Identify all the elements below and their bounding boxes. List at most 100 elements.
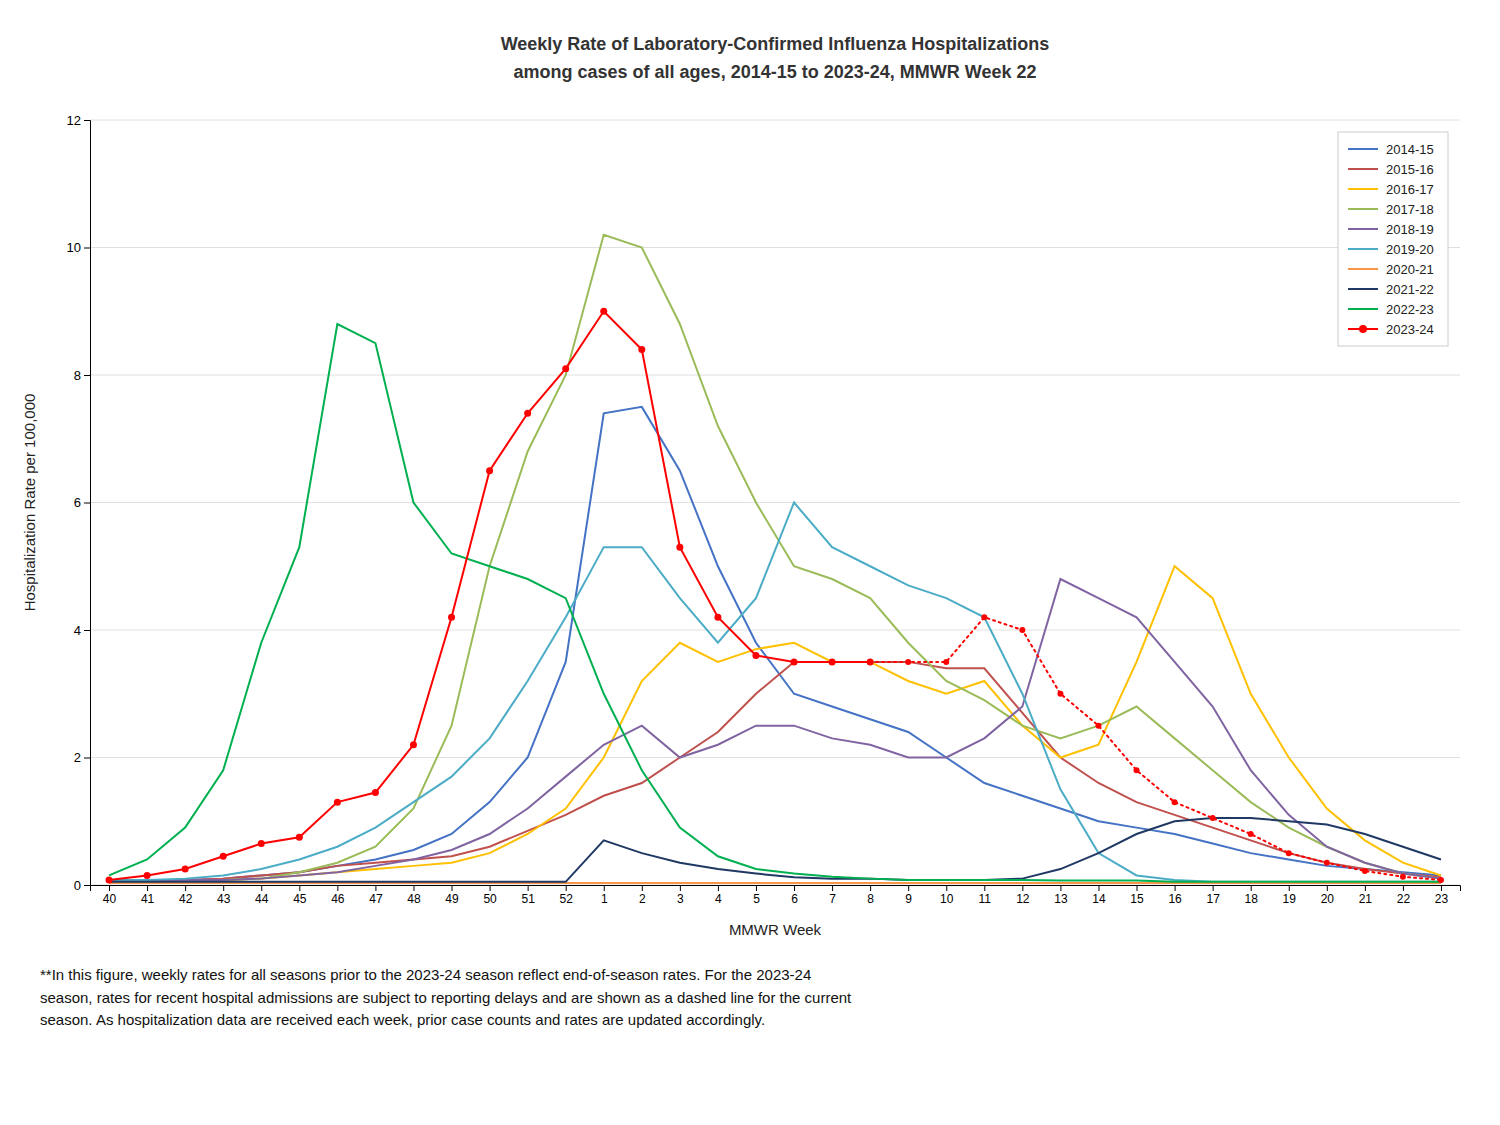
x-tick-mark — [566, 885, 567, 891]
legend-label: 2020-21 — [1386, 262, 1434, 277]
x-tick-label: 7 — [829, 892, 836, 906]
x-tick-mark — [642, 885, 643, 891]
legend-swatch — [1348, 228, 1378, 230]
series-group — [106, 235, 1444, 884]
y-tick: 8 — [74, 368, 90, 383]
x-tick: 11 — [979, 885, 992, 906]
y-tick-label: 8 — [74, 368, 81, 383]
marker — [1438, 877, 1444, 883]
x-tick-label: 1 — [601, 892, 608, 906]
x-tick: 18 — [1245, 885, 1259, 906]
x-tick-mark — [109, 885, 110, 891]
legend-item: 2016-17 — [1348, 182, 1434, 197]
x-tick-mark — [946, 885, 947, 891]
x-tick-mark — [528, 885, 529, 891]
marker — [638, 346, 645, 353]
x-tick-label: 8 — [867, 892, 874, 906]
y-tick-label: 10 — [67, 240, 81, 255]
legend-swatch — [1348, 148, 1378, 150]
marker — [676, 544, 683, 551]
marker — [220, 853, 227, 860]
x-tick-mark — [1213, 885, 1214, 891]
marker — [296, 834, 303, 841]
legend-swatch — [1348, 188, 1378, 190]
x-tick-label: 3 — [677, 892, 684, 906]
y-tick: 4 — [74, 623, 90, 638]
grid-line — [90, 757, 1460, 758]
marker — [1248, 831, 1254, 837]
x-tick-label: 23 — [1435, 892, 1449, 906]
x-tick: 19 — [1283, 885, 1297, 906]
marker — [524, 410, 531, 417]
marker — [334, 799, 341, 806]
marker — [562, 365, 569, 372]
marker — [1400, 874, 1406, 880]
x-tick-label: 50 — [483, 892, 497, 906]
x-tick: 23 — [1435, 885, 1449, 906]
x-tick-label: 2 — [639, 892, 646, 906]
x-tick: 2 — [639, 885, 646, 906]
y-tick-mark — [84, 120, 90, 121]
series-line — [109, 662, 1441, 880]
x-tick: 22 — [1397, 885, 1411, 906]
x-tick: 3 — [677, 885, 684, 906]
x-axis: 4041424344454647484950515212345678910111… — [91, 885, 1461, 906]
x-tick-mark — [870, 885, 871, 891]
series-line-provisional — [870, 617, 1441, 880]
legend-swatch — [1348, 268, 1378, 270]
marker — [600, 308, 607, 315]
legend-label: 2023-24 — [1386, 322, 1434, 337]
x-tick: 1 — [601, 885, 608, 906]
x-tick: 49 — [445, 885, 459, 906]
legend-swatch — [1348, 308, 1378, 310]
x-tick-label: 46 — [331, 892, 345, 906]
y-tick: 2 — [74, 750, 90, 765]
marker — [372, 789, 379, 796]
x-tick-mark — [1175, 885, 1176, 891]
x-tick: 12 — [1016, 885, 1030, 906]
legend-item: 2015-16 — [1348, 162, 1434, 177]
x-tick-label: 19 — [1283, 892, 1297, 906]
y-tick-label: 0 — [74, 878, 81, 893]
marker — [714, 614, 721, 621]
x-tick-mark — [832, 885, 833, 891]
x-tick: 40 — [103, 885, 117, 906]
x-tick-label: 12 — [1016, 892, 1030, 906]
x-tick: 15 — [1130, 885, 1144, 906]
x-tick-label: 49 — [445, 892, 459, 906]
x-tick-label: 21 — [1359, 892, 1373, 906]
legend-item: 2014-15 — [1348, 142, 1434, 157]
x-tick-label: 14 — [1092, 892, 1106, 906]
y-tick-mark — [84, 885, 90, 886]
legend-item: 2020-21 — [1348, 262, 1434, 277]
x-tick-label: 5 — [753, 892, 760, 906]
x-tick-mark — [375, 885, 376, 891]
x-tick: 51 — [521, 885, 535, 906]
x-tick-label: 9 — [905, 892, 912, 906]
x-tick-label: 43 — [217, 892, 231, 906]
y-tick: 10 — [67, 240, 90, 255]
x-tick-label: 16 — [1168, 892, 1182, 906]
x-tick: 50 — [483, 885, 497, 906]
series-line — [109, 579, 1441, 880]
x-tick: 52 — [560, 885, 574, 906]
marker — [258, 840, 265, 847]
x-tick-mark — [1403, 885, 1404, 891]
y-tick-label: 4 — [74, 623, 81, 638]
x-tick: 21 — [1359, 885, 1373, 906]
series-markers — [106, 308, 1444, 884]
marker — [867, 658, 874, 665]
x-tick: 14 — [1092, 885, 1106, 906]
marker — [182, 866, 189, 873]
marker — [106, 876, 113, 883]
x-tick-mark — [718, 885, 719, 891]
series-line — [109, 324, 1441, 882]
legend-swatch — [1348, 288, 1378, 290]
x-tick-mark — [680, 885, 681, 891]
x-tick-label: 42 — [179, 892, 193, 906]
grid-line — [90, 502, 1460, 503]
marker — [410, 741, 417, 748]
marker — [1057, 691, 1063, 697]
legend-label: 2021-22 — [1386, 282, 1434, 297]
series-line — [109, 407, 1441, 880]
